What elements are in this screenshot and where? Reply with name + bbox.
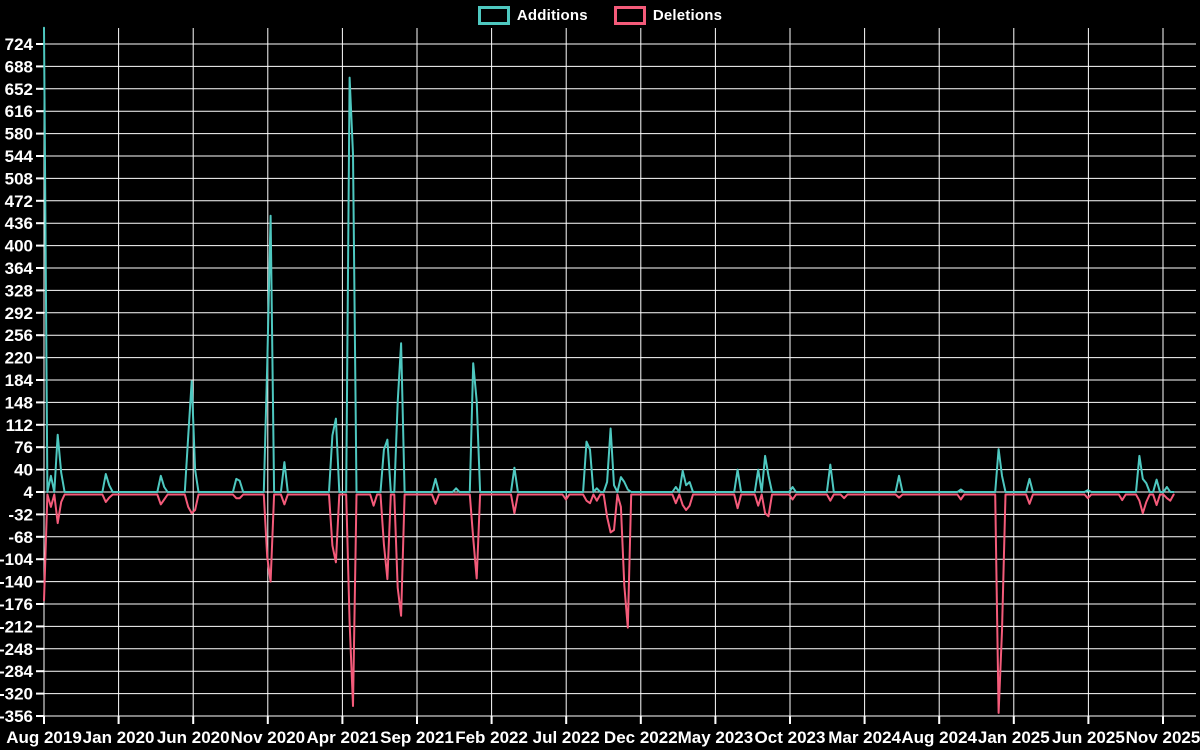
y-tick-label: 40	[14, 461, 33, 480]
y-tick-label: -320	[0, 685, 33, 704]
y-tick-label: 4	[24, 483, 34, 502]
legend-item-additions[interactable]: Additions	[477, 6, 588, 25]
y-tick-label: -68	[8, 528, 33, 547]
deletions-swatch-icon	[613, 6, 646, 25]
x-tick-label: May 2023	[678, 728, 754, 747]
x-tick-label: Sep 2021	[380, 728, 454, 747]
x-tick-label: Feb 2022	[455, 728, 528, 747]
y-tick-label: 724	[5, 35, 34, 54]
y-tick-label: 616	[5, 102, 33, 121]
y-tick-label: -104	[0, 550, 34, 569]
y-tick-label: 580	[5, 125, 33, 144]
x-tick-label: Aug 2024	[901, 728, 977, 747]
x-tick-label: Jul 2022	[533, 728, 600, 747]
additions-swatch-icon	[477, 6, 510, 25]
y-tick-label: 688	[5, 57, 33, 76]
deletions-line	[43, 493, 1175, 714]
y-tick-label: 76	[14, 438, 33, 457]
legend-label-additions: Additions	[516, 7, 588, 24]
x-tick-label: Apr 2021	[306, 728, 378, 747]
y-tick-label: 508	[5, 169, 33, 188]
y-tick-label: -212	[0, 617, 33, 636]
y-tick-label: 184	[5, 371, 34, 390]
y-tick-label: -32	[8, 505, 33, 524]
y-tick-label: 652	[5, 80, 33, 99]
legend-item-deletions[interactable]: Deletions	[613, 6, 723, 25]
x-tick-label: Dec 2022	[604, 728, 678, 747]
y-tick-label: 328	[5, 281, 33, 300]
y-tick-label: 472	[5, 192, 33, 211]
x-tick-label: Jan 2025	[978, 728, 1050, 747]
x-tick-label: Jan 2020	[83, 728, 155, 747]
y-tick-label: -284	[0, 662, 34, 681]
chart-legend: Additions Deletions	[0, 6, 1200, 25]
y-tick-label: 292	[5, 304, 33, 323]
y-tick-label: 112	[6, 416, 33, 435]
y-tick-label: 148	[5, 393, 33, 412]
y-tick-label: 400	[5, 237, 33, 256]
x-tick-label: Jun 2020	[157, 728, 230, 747]
y-tick-label: -176	[0, 595, 33, 614]
y-tick-label: 364	[5, 259, 34, 278]
y-tick-label: -356	[0, 707, 33, 726]
y-tick-label: 256	[5, 326, 33, 345]
legend-label-deletions: Deletions	[652, 7, 723, 24]
x-tick-label: Nov 2020	[230, 728, 305, 747]
y-tick-label: -140	[0, 573, 33, 592]
y-tick-label: 436	[5, 214, 33, 233]
additions-line	[43, 26, 1175, 493]
x-tick-label: Nov 2025	[1126, 728, 1200, 747]
y-tick-label: -248	[0, 640, 33, 659]
y-tick-label: 544	[5, 147, 34, 166]
x-tick-label: Oct 2023	[755, 728, 826, 747]
x-tick-label: Jun 2025	[1052, 728, 1125, 747]
x-tick-label: Aug 2019	[6, 728, 82, 747]
y-tick-label: 220	[5, 349, 33, 368]
x-tick-label: Mar 2024	[828, 728, 901, 747]
